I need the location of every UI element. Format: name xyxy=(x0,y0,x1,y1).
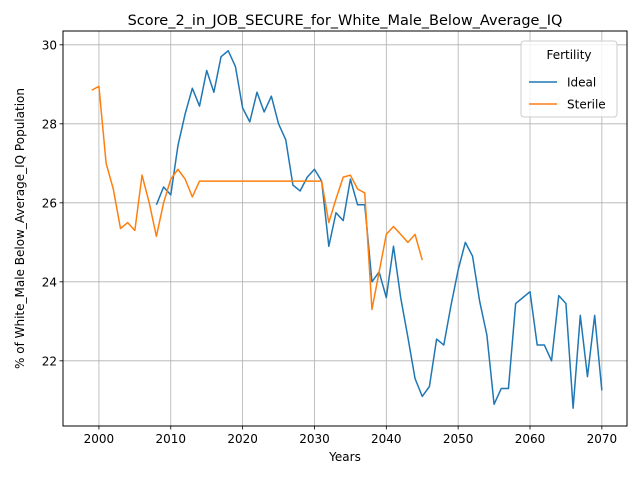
series-lines xyxy=(91,50,603,409)
x-tick-label: 2000 xyxy=(84,432,115,446)
legend-title: Fertility xyxy=(546,48,591,62)
legend-label-sterile: Sterile xyxy=(567,98,606,112)
x-tick-label: 2070 xyxy=(587,432,618,446)
y-tick-label: 26 xyxy=(42,196,57,210)
x-axis-ticks: 2000 2010 2020 2030 2040 2050 2060 2070 xyxy=(84,426,617,446)
x-tick-label: 2030 xyxy=(299,432,330,446)
series-line-sterile xyxy=(91,85,423,311)
y-tick-label: 24 xyxy=(42,275,57,289)
x-tick-label: 2060 xyxy=(515,432,546,446)
x-tick-label: 2050 xyxy=(443,432,474,446)
x-tick-label: 2020 xyxy=(227,432,258,446)
legend-label-ideal: Ideal xyxy=(567,76,596,90)
legend-box xyxy=(520,40,618,118)
y-axis-label: % of White_Male Below_Average_IQ Populat… xyxy=(13,88,27,369)
y-tick-label: 30 xyxy=(42,38,57,52)
chart-title: Score_2_in_JOB_SECURE_for_White_Male_Bel… xyxy=(128,13,563,29)
x-tick-label: 2040 xyxy=(371,432,402,446)
x-tick-label: 2010 xyxy=(155,432,186,446)
y-tick-label: 22 xyxy=(42,354,57,368)
legend: Fertility Ideal Sterile xyxy=(520,40,618,118)
y-axis-ticks: 22 24 26 28 30 xyxy=(42,38,63,368)
plot-frame xyxy=(62,30,628,427)
y-tick-label: 28 xyxy=(42,117,57,131)
x-axis-label: Years xyxy=(328,450,361,464)
